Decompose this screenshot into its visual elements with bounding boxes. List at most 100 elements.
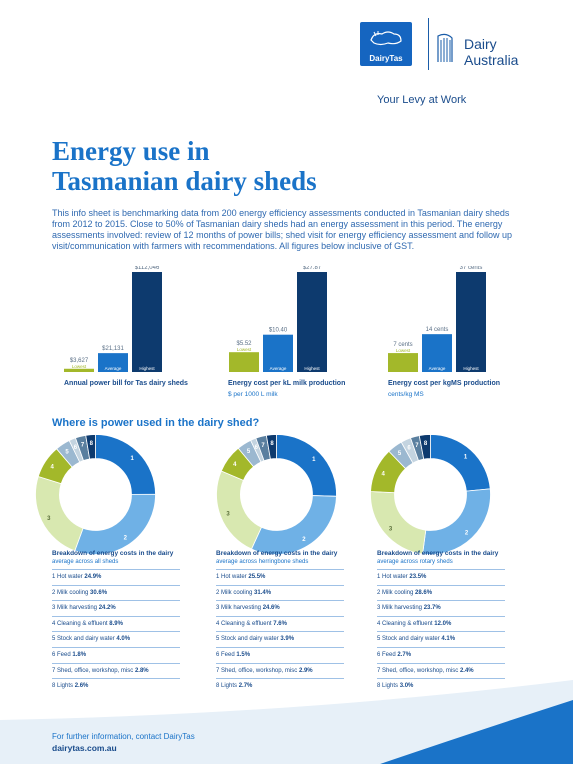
- breakdown-title: Breakdown of energy costs in the dairy: [52, 550, 174, 557]
- donut-slice-label: 2: [465, 530, 469, 536]
- intro-paragraph: This info sheet is benchmarking data fro…: [52, 208, 513, 251]
- donut-slice-label: 6: [407, 446, 411, 452]
- list-item-percentage: 12.0%: [434, 620, 452, 627]
- bar-chart-annual-bill-title: Annual power bill for Tas dairy sheds: [64, 380, 188, 387]
- list-item-label: 5 Stock and dairy water: [216, 636, 281, 643]
- list-item: 1 Hot water 23.5%: [377, 569, 505, 585]
- list-item-label: 3 Milk harvesting: [52, 605, 99, 612]
- bar-chart-annual-bill-svg: Lowest$3,627 Average $21,131 Highest $112,04…: [64, 266, 162, 372]
- list-item: 7 Shed, office, workshop, misc 2.9%: [216, 662, 344, 679]
- donut-slice-label: 5: [247, 449, 251, 455]
- list-item: 1 Hot water 25.5%: [216, 569, 344, 585]
- list-item-label: 6 Feed: [216, 651, 237, 658]
- list-item: 6 Feed 2.7%: [377, 646, 505, 663]
- list-item-percentage: 2.7%: [397, 651, 412, 658]
- donut-slice: [74, 493, 156, 555]
- donut-slice: [418, 434, 431, 460]
- title-line-1: Energy use in: [52, 136, 210, 166]
- bar-category-label: Lowest: [396, 348, 411, 353]
- list-item-percentage: 24.9%: [84, 574, 102, 580]
- bar-lowest: [64, 368, 94, 372]
- list-item-percentage: 25.5%: [248, 574, 266, 580]
- bar-value-label: $112,046: [135, 266, 160, 271]
- list-item-percentage: 7.6%: [273, 620, 287, 627]
- bar-chart-cost-per-kgms: Lowest 7 cents Average 14 cents Highest 37 ce…: [384, 266, 534, 416]
- bar-highest: [132, 272, 162, 372]
- breakdown-title: Breakdown of energy costs in the dairy: [216, 550, 338, 557]
- list-item-percentage: 3.9%: [280, 636, 295, 643]
- list-item: 2 Milk cooling 31.4%: [216, 584, 344, 601]
- donut-slice-label: 6: [255, 445, 259, 451]
- page-title: Energy use in Tasmanian dairy sheds: [52, 136, 317, 196]
- bar-category-label: Average: [105, 366, 122, 371]
- list-item-label: 8 Lights: [216, 683, 239, 690]
- breakdown-title: Breakdown of energy costs in the dairy: [377, 550, 499, 557]
- breakdown-subtitle: average across all sheds: [52, 559, 119, 565]
- list-item: 1 Hot water 24.9%: [52, 569, 180, 585]
- list-item-percentage: 2.6%: [74, 683, 89, 690]
- list-item-label: 1 Hot water: [52, 574, 85, 580]
- list-item: 3 Milk harvesting 24.2%: [52, 600, 180, 616]
- bar-value-label: $3,627: [70, 358, 89, 364]
- bar-average: [422, 334, 452, 372]
- list-item-percentage: 4.1%: [441, 636, 456, 643]
- bar-chart-cost-per-kl-title: Energy cost per kL milk production: [228, 380, 346, 387]
- list-item-label: 7 Shed, office, workshop, misc: [52, 667, 135, 674]
- footer-wave: [0, 680, 573, 764]
- bar-value-label: $27.87: [303, 266, 322, 271]
- donut-slice-label: 6: [74, 445, 78, 451]
- list-item-label: 3 Milk harvesting: [216, 605, 263, 612]
- donut-chart-all-sheds: 1 2 3 4 56 7 8: [35, 434, 156, 555]
- dairy-australia-line1: Dairy: [464, 36, 497, 52]
- donut-slice: [422, 488, 491, 555]
- dairy-australia-line2: Australia: [464, 52, 519, 68]
- donut-slice-label: 2: [302, 537, 306, 543]
- breakdown-all-sheds: Breakdown of energy costs in the dairy a…: [52, 550, 180, 694]
- donut-chart-herringbone-sheds: 1 2 3 4 56 7 8: [216, 434, 337, 555]
- donut-slice: [370, 491, 427, 555]
- donut-slice-label: 2: [124, 536, 128, 542]
- list-item-percentage: 30.6%: [90, 589, 108, 596]
- title-line-2: Tasmanian dairy sheds: [52, 166, 317, 196]
- list-item-percentage: 2.8%: [134, 667, 149, 674]
- bar-chart-cost-per-kl-subtitle: $ per 1000 L milk: [228, 391, 278, 398]
- list-item: 5 Stock and dairy water 4.0%: [52, 631, 180, 647]
- bar-value-label: 37 cents: [460, 266, 483, 271]
- bar-category-label: Lowest: [72, 364, 87, 369]
- list-item-label: 6 Feed: [52, 651, 73, 658]
- list-item-percentage: 1.5%: [236, 651, 251, 658]
- list-item-percentage: 31.4%: [254, 589, 272, 596]
- donut-slice-label: 3: [389, 526, 393, 532]
- bar-category-label: Highest: [463, 366, 479, 371]
- dairy-australia-emblem-icon: [437, 33, 453, 62]
- list-item: 2 Milk cooling 28.6%: [377, 584, 505, 601]
- list-item-label: 1 Hot water: [377, 574, 410, 580]
- footer-contact: For further information, contact DairyTa…: [52, 732, 195, 741]
- list-item: 4 Cleaning & effluent 7.6%: [216, 615, 344, 632]
- logo-divider: [428, 18, 429, 70]
- footer-website-link[interactable]: dairytas.com.au: [52, 743, 117, 753]
- donut-slice: [430, 434, 491, 492]
- list-item: 4 Cleaning & effluent 8.9%: [52, 615, 180, 632]
- list-item-label: 8 Lights: [52, 683, 75, 690]
- donut-slice: [250, 495, 337, 555]
- donut-slice-label: 1: [312, 457, 316, 463]
- list-item: 4 Cleaning & effluent 12.0%: [377, 615, 505, 632]
- bar-lowest: [229, 352, 259, 372]
- list-item-label: 4 Cleaning & effluent: [377, 620, 435, 627]
- dairytas-logo-text: DairyTas: [369, 54, 403, 63]
- donut-slice-label: 3: [226, 512, 230, 518]
- donut-slice-label: 1: [464, 455, 468, 461]
- list-item: 8 Lights 2.6%: [52, 678, 180, 694]
- donut-slice-label: 7: [81, 443, 85, 449]
- cow-icon: [370, 31, 402, 46]
- list-item-percentage: 23.5%: [409, 574, 427, 580]
- list-item-percentage: 24.2%: [98, 605, 116, 612]
- list-item-label: 6 Feed: [377, 651, 398, 658]
- donut-slice-label: 7: [415, 443, 419, 449]
- donut-slice: [85, 434, 96, 460]
- dairytas-logo: DairyTas: [360, 22, 412, 66]
- list-item: 8 Lights 2.7%: [216, 678, 344, 694]
- list-item: 8 Lights 3.0%: [377, 678, 505, 694]
